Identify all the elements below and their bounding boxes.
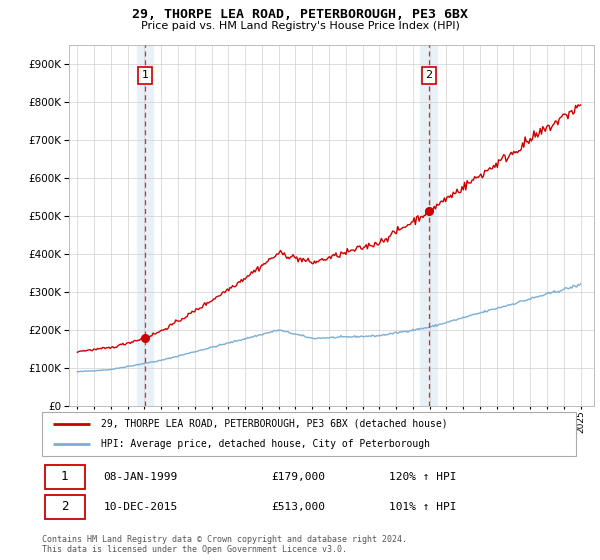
Text: 1: 1 xyxy=(61,470,68,483)
FancyBboxPatch shape xyxy=(44,495,85,519)
Text: 2: 2 xyxy=(425,70,433,80)
Text: 10-DEC-2015: 10-DEC-2015 xyxy=(103,502,178,512)
Text: Price paid vs. HM Land Registry's House Price Index (HPI): Price paid vs. HM Land Registry's House … xyxy=(140,21,460,31)
Bar xyxy=(421,45,437,406)
Text: 29, THORPE LEA ROAD, PETERBOROUGH, PE3 6BX: 29, THORPE LEA ROAD, PETERBOROUGH, PE3 6… xyxy=(132,8,468,21)
FancyBboxPatch shape xyxy=(42,412,576,456)
Text: Contains HM Land Registry data © Crown copyright and database right 2024.
This d: Contains HM Land Registry data © Crown c… xyxy=(42,535,407,554)
Bar xyxy=(137,45,154,406)
FancyBboxPatch shape xyxy=(44,465,85,488)
Text: 08-JAN-1999: 08-JAN-1999 xyxy=(103,472,178,482)
Text: 29, THORPE LEA ROAD, PETERBOROUGH, PE3 6BX (detached house): 29, THORPE LEA ROAD, PETERBOROUGH, PE3 6… xyxy=(101,419,448,429)
Text: £513,000: £513,000 xyxy=(272,502,326,512)
Text: £179,000: £179,000 xyxy=(272,472,326,482)
Text: 101% ↑ HPI: 101% ↑ HPI xyxy=(389,502,457,512)
Text: HPI: Average price, detached house, City of Peterborough: HPI: Average price, detached house, City… xyxy=(101,439,430,449)
Text: 120% ↑ HPI: 120% ↑ HPI xyxy=(389,472,457,482)
Text: 1: 1 xyxy=(142,70,148,80)
Text: 2: 2 xyxy=(61,500,68,514)
